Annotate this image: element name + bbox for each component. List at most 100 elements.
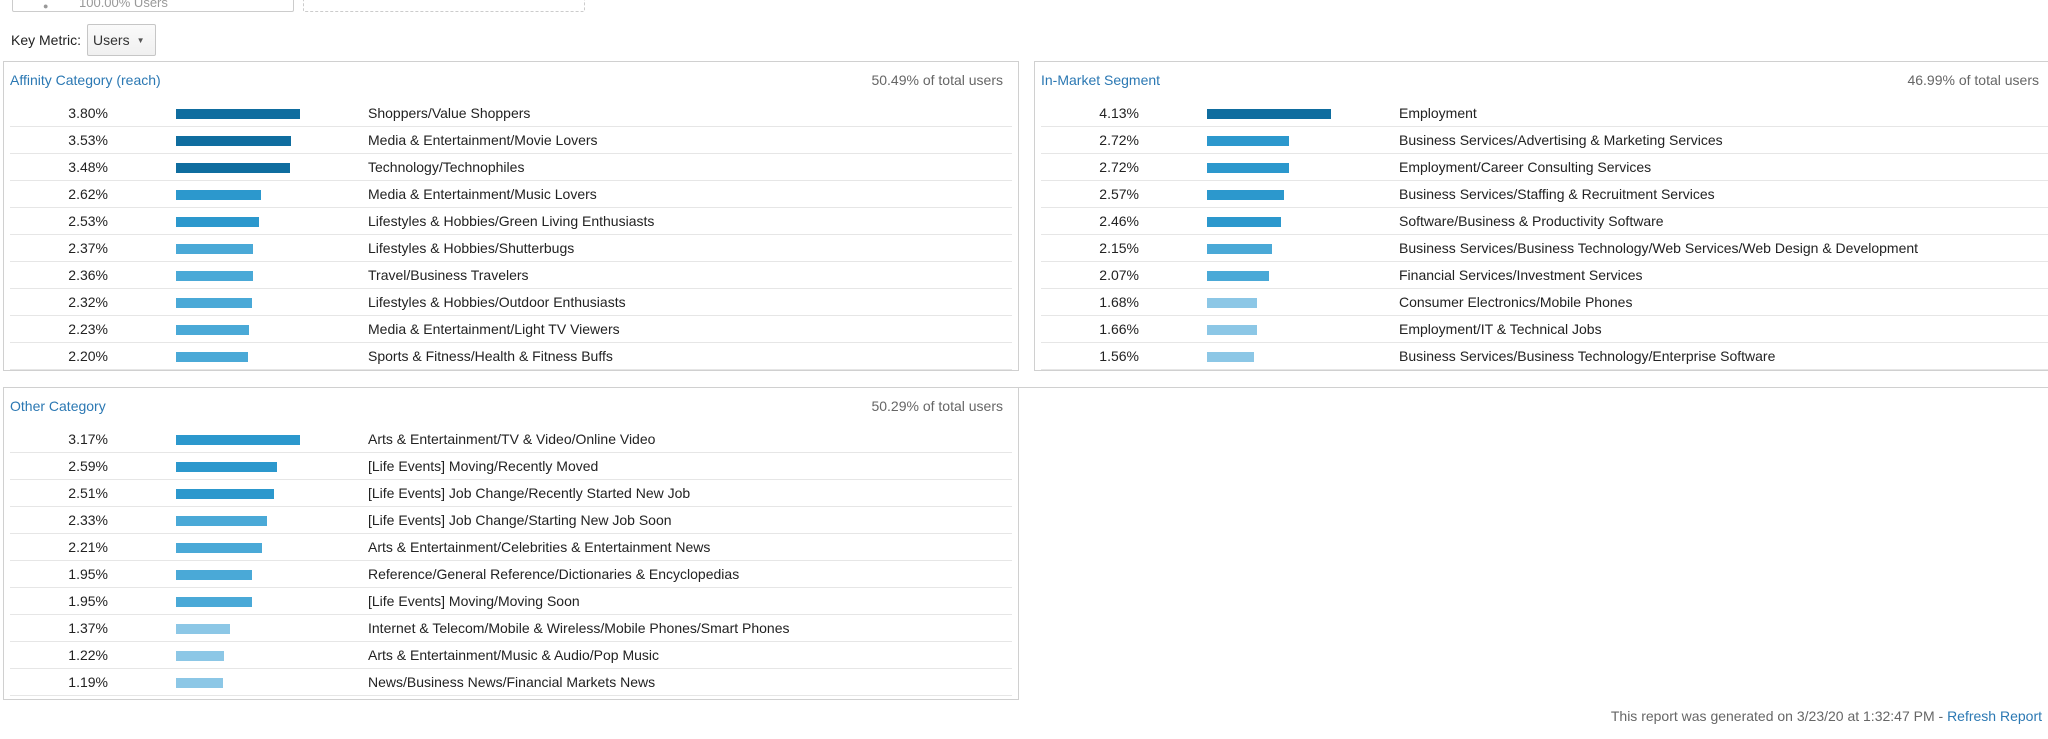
table-row[interactable]: 1.19% News/Business News/Financial Market… [10,669,1012,696]
row-percent: 2.59% [68,458,108,474]
table-row[interactable]: 2.15% Business Services/Business Technolo… [1041,235,2048,262]
row-percent: 2.20% [68,348,108,364]
row-bar [176,298,252,308]
table-row[interactable]: 2.36% Travel/Business Travelers [10,262,1012,289]
row-bar [176,678,223,688]
row-percent: 1.66% [1099,321,1139,337]
row-percent: 2.62% [68,186,108,202]
row-bar [1207,163,1289,173]
panel-share-affinity: 50.49% of total users [871,72,1003,88]
add-segment-slot[interactable] [303,0,585,12]
row-percent: 2.51% [68,485,108,501]
table-row[interactable]: 2.62% Media & Entertainment/Music Lovers [10,181,1012,208]
row-percent: 2.15% [1099,240,1139,256]
row-category-name: Internet & Telecom/Mobile & Wireless/Mob… [368,620,790,636]
panel-share-in-market: 46.99% of total users [1907,72,2039,88]
row-bar [176,516,267,526]
row-percent: 4.13% [1099,105,1139,121]
affinity-category-panel: Affinity Category (reach) 50.49% of tota… [3,61,1019,371]
row-category-name: Media & Entertainment/Light TV Viewers [368,321,620,337]
row-bar [176,597,252,607]
table-row[interactable]: 2.57% Business Services/Staffing & Recrui… [1041,181,2048,208]
panel-share-other: 50.29% of total users [871,398,1003,414]
row-category-name: Employment/Career Consulting Services [1399,159,1652,175]
panel-title-in-market[interactable]: In-Market Segment [1041,72,1161,88]
key-metric-label: Key Metric: [11,32,82,48]
row-bar [1207,325,1257,335]
table-row[interactable]: 2.23% Media & Entertainment/Light TV View… [10,316,1012,343]
row-category-name: Consumer Electronics/Mobile Phones [1399,294,1633,310]
row-category-name: Business Services/Business Technology/En… [1399,348,1776,364]
key-metric-dropdown[interactable]: Users ▼ [87,24,156,56]
row-percent: 2.33% [68,512,108,528]
in-market-segment-panel: In-Market Segment 46.99% of total users … [1034,61,2048,371]
table-row[interactable]: 1.37% Internet & Telecom/Mobile & Wireles… [10,615,1012,642]
empty-panel-area [1019,387,2048,700]
panel-title-affinity[interactable]: Affinity Category (reach) [10,72,161,88]
row-percent: 2.36% [68,267,108,283]
table-row[interactable]: 2.72% Employment/Career Consulting Servic… [1041,154,2048,181]
table-row[interactable]: 3.17% Arts & Entertainment/TV & Video/Onl… [10,426,1012,453]
row-category-name: Arts & Entertainment/Celebrities & Enter… [368,539,711,555]
table-row[interactable]: 4.13% Employment [1041,100,2048,127]
table-row[interactable]: 1.22% Arts & Entertainment/Music & Audio/… [10,642,1012,669]
row-category-name: Employment/IT & Technical Jobs [1399,321,1602,337]
table-row[interactable]: 1.68% Consumer Electronics/Mobile Phones [1041,289,2048,316]
table-row[interactable]: 1.66% Employment/IT & Technical Jobs [1041,316,2048,343]
table-row[interactable]: 2.33% [Life Events] Job Change/Starting N… [10,507,1012,534]
table-row[interactable]: 3.53% Media & Entertainment/Movie Lovers [10,127,1012,154]
row-category-name: News/Business News/Financial Markets New… [368,674,656,690]
row-category-name: Shoppers/Value Shoppers [368,105,531,121]
panel-title-other[interactable]: Other Category [10,398,106,414]
row-category-name: Technology/Technophiles [368,159,525,175]
table-row[interactable]: 1.56% Business Services/Business Technolo… [1041,343,2048,370]
row-percent: 2.46% [1099,213,1139,229]
table-row[interactable]: 2.51% [Life Events] Job Change/Recently S… [10,480,1012,507]
affinity-rows: 3.80% Shoppers/Value Shoppers 3.53% Media &… [10,100,1012,370]
refresh-report-link[interactable]: Refresh Report [1947,708,2042,724]
row-bar [176,462,277,472]
row-bar [1207,352,1254,362]
segment-bar: ● 100.00% Users [0,0,2048,14]
row-category-name: [Life Events] Moving/Recently Moved [368,458,599,474]
segment-dot-icon: ● [43,1,49,11]
row-bar [176,570,252,580]
table-row[interactable]: 2.46% Software/Business & Productivity So… [1041,208,2048,235]
row-bar [176,651,224,661]
row-percent: 1.56% [1099,348,1139,364]
table-row[interactable]: 2.07% Financial Services/Investment Servi… [1041,262,2048,289]
row-percent: 3.17% [68,431,108,447]
row-category-name: Arts & Entertainment/TV & Video/Online V… [368,431,656,447]
table-row[interactable]: 2.20% Sports & Fitness/Health & Fitness B… [10,343,1012,370]
row-bar [176,325,249,335]
key-metric-control: Key Metric: Users ▼ [11,24,156,56]
table-row[interactable]: 1.95% Reference/General Reference/Diction… [10,561,1012,588]
key-metric-value: Users [93,32,130,48]
table-row[interactable]: 2.59% [Life Events] Moving/Recently Moved [10,453,1012,480]
chevron-down-icon: ▼ [136,35,145,45]
row-percent: 3.53% [68,132,108,148]
row-bar [1207,136,1289,146]
table-row[interactable]: 1.95% [Life Events] Moving/Moving Soon [10,588,1012,615]
table-row[interactable]: 2.37% Lifestyles & Hobbies/Shutterbugs [10,235,1012,262]
table-row[interactable]: 2.72% Business Services/Advertising & Mar… [1041,127,2048,154]
other-category-panel: Other Category 50.29% of total users 3.1… [3,387,1019,700]
segment-chip-all-users[interactable]: ● 100.00% Users [12,0,294,12]
row-category-name: Lifestyles & Hobbies/Outdoor Enthusiasts [368,294,626,310]
table-row[interactable]: 2.21% Arts & Entertainment/Celebrities & … [10,534,1012,561]
row-category-name: Financial Services/Investment Services [1399,267,1643,283]
row-bar [176,543,262,553]
table-row[interactable]: 2.53% Lifestyles & Hobbies/Green Living E… [10,208,1012,235]
row-category-name: Sports & Fitness/Health & Fitness Buffs [368,348,613,364]
table-row[interactable]: 3.80% Shoppers/Value Shoppers [10,100,1012,127]
table-row[interactable]: 2.32% Lifestyles & Hobbies/Outdoor Enthus… [10,289,1012,316]
row-category-name: Software/Business & Productivity Softwar… [1399,213,1664,229]
table-row[interactable]: 3.48% Technology/Technophiles [10,154,1012,181]
row-category-name: Business Services/Staffing & Recruitment… [1399,186,1715,202]
row-category-name: Arts & Entertainment/Music & Audio/Pop M… [368,647,660,663]
segment-chip-label: 100.00% Users [79,0,168,10]
row-percent: 2.32% [68,294,108,310]
row-category-name: Lifestyles & Hobbies/Shutterbugs [368,240,575,256]
row-percent: 1.19% [68,674,108,690]
row-category-name: Reference/General Reference/Dictionaries… [368,566,740,582]
